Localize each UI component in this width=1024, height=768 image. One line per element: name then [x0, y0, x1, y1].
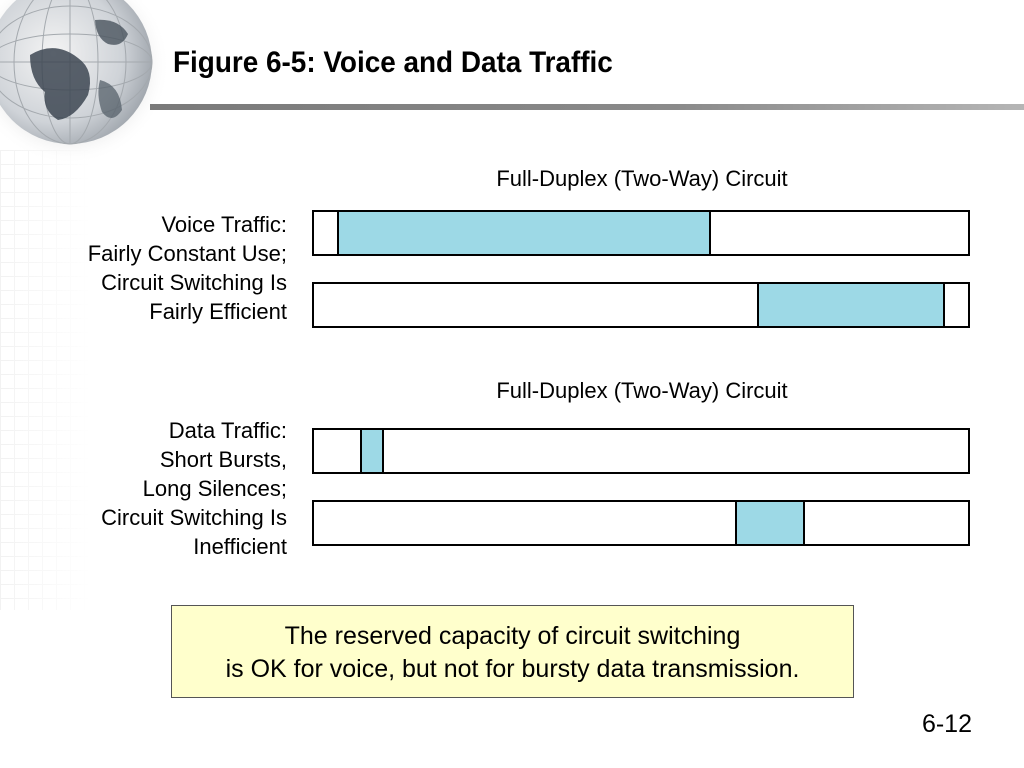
voice-label-line-3: Circuit Switching Is — [101, 270, 287, 295]
slide-title: Figure 6-5: Voice and Data Traffic — [173, 46, 613, 79]
data-usage-segment-1 — [359, 430, 384, 472]
voice-label-line-4: Fairly Efficient — [149, 299, 287, 324]
voice-label-line-1: Voice Traffic: — [161, 212, 287, 237]
voice-circuit-bar-2 — [312, 282, 970, 328]
data-circuit-bar-1 — [312, 428, 970, 474]
data-label-line-3: Long Silences; — [142, 476, 287, 501]
data-circuit-label: Full-Duplex (Two-Way) Circuit — [496, 378, 788, 403]
page-number: 6-12 — [921, 710, 972, 738]
data-circuit-bar-2 — [312, 500, 970, 546]
data-label-line-1: Data Traffic: — [168, 418, 287, 443]
background-grid — [0, 150, 90, 610]
voice-circuit-bar-1 — [312, 210, 970, 256]
callout-line-1: The reserved capacity of circuit switchi… — [284, 622, 741, 650]
voice-circuit-label: Full-Duplex (Two-Way) Circuit — [496, 166, 788, 191]
summary-callout: The reserved capacity of circuit switchi… — [171, 605, 854, 698]
data-label-line-5: Inefficient — [193, 534, 287, 559]
data-usage-segment-2 — [734, 502, 806, 544]
globe-logo — [0, 0, 170, 170]
callout-line-2: is OK for voice, but not for bursty data… — [225, 655, 800, 683]
data-traffic-label: Data Traffic: Short Bursts, Long Silence… — [101, 416, 287, 561]
voice-usage-segment-2 — [757, 284, 946, 326]
title-underline — [150, 104, 1024, 110]
voice-label-line-2: Fairly Constant Use; — [87, 241, 287, 266]
voice-usage-segment-1 — [336, 212, 711, 254]
data-label-line-2: Short Bursts, — [159, 447, 287, 472]
data-label-line-4: Circuit Switching Is — [101, 505, 287, 530]
voice-traffic-label: Voice Traffic: Fairly Constant Use; Circ… — [88, 210, 287, 326]
